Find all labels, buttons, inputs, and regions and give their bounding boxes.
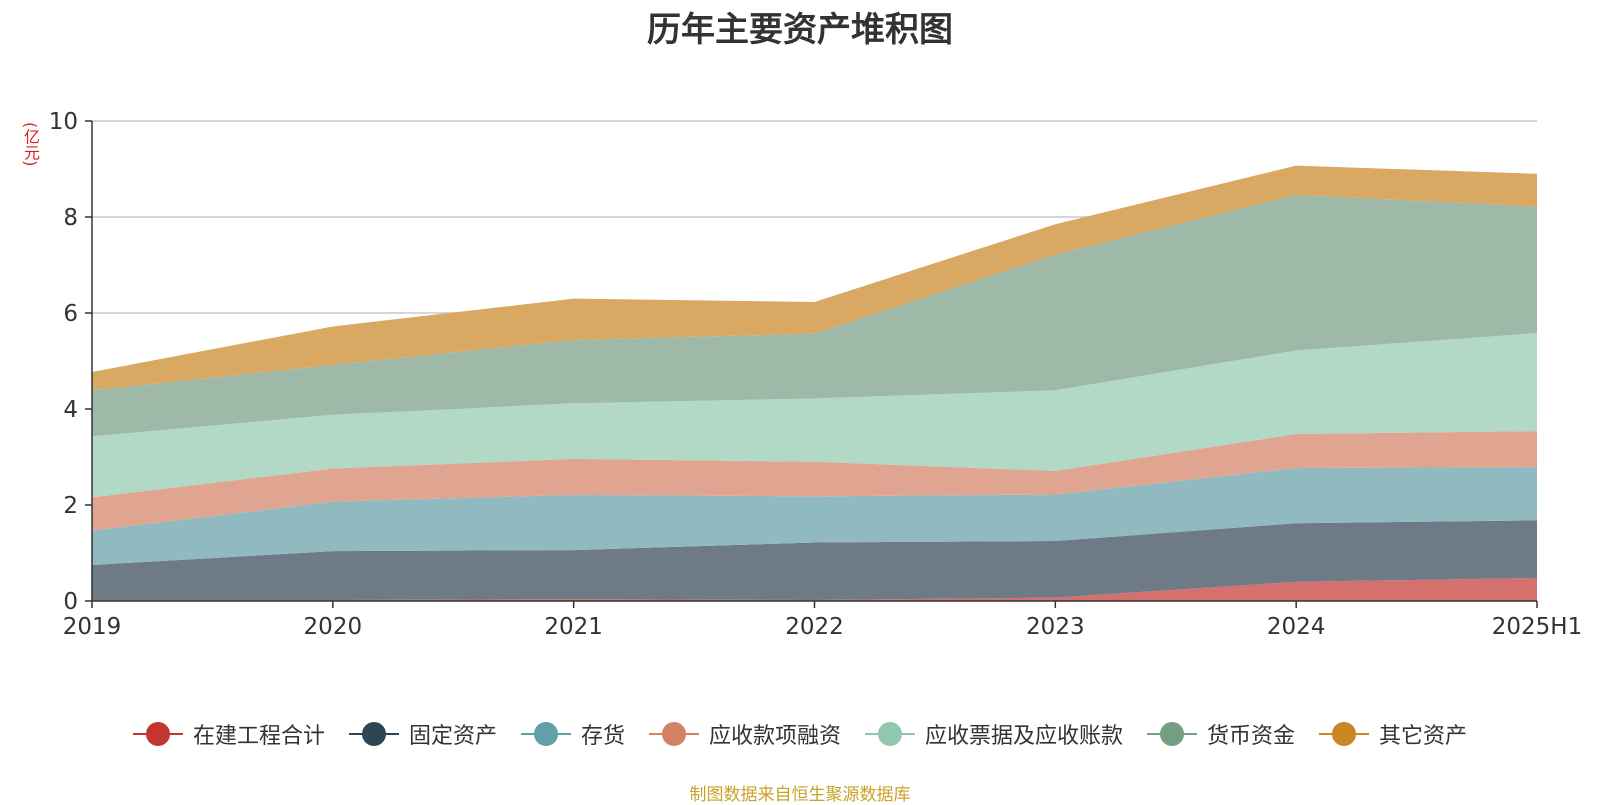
legend-marker-icon bbox=[520, 722, 571, 746]
x-tick-label: 2021 bbox=[544, 614, 603, 640]
legend-item-1[interactable]: 固定资产 bbox=[348, 718, 497, 750]
legend-marker-icon bbox=[1319, 722, 1370, 746]
x-tick-label: 2023 bbox=[1026, 614, 1085, 640]
area-series-3 bbox=[92, 431, 1537, 531]
source-note: 制图数据来自恒生聚源数据库 bbox=[689, 785, 911, 805]
area-series-1 bbox=[92, 520, 1537, 601]
x-tick-label: 2022 bbox=[785, 614, 844, 640]
legend-marker-icon bbox=[865, 722, 915, 746]
legend-label: 其它资产 bbox=[1379, 724, 1468, 749]
x-tick-label: 2025H1 bbox=[1492, 614, 1582, 640]
legend-item-5[interactable]: 货币资金 bbox=[1147, 718, 1295, 750]
x-tick-label: 2020 bbox=[304, 614, 363, 640]
legend-item-0[interactable]: 在建工程合计 bbox=[132, 718, 325, 750]
y-tick-label: 0 bbox=[63, 589, 78, 615]
legend-label: 存货 bbox=[580, 724, 625, 749]
legend-label: 在建工程合计 bbox=[192, 724, 325, 749]
y-tick-label: 2 bbox=[63, 493, 78, 519]
area-series-5 bbox=[92, 194, 1537, 437]
area-series-0 bbox=[92, 577, 1537, 601]
legend-item-4[interactable]: 应收票据及应收账款 bbox=[865, 718, 1123, 750]
legend-label: 应收票据及应收账款 bbox=[925, 724, 1124, 749]
area-series bbox=[92, 165, 1537, 601]
legend-marker-icon bbox=[1147, 722, 1198, 746]
area-series-4 bbox=[92, 333, 1537, 498]
x-tick-label: 2024 bbox=[1267, 614, 1326, 640]
tick-labels: 0 2 4 6 8 10 2019 2020 2021 2022 2023 2024 2025H1 bbox=[49, 109, 1583, 640]
legend-marker-icon bbox=[648, 722, 699, 746]
legend-label: 货币资金 bbox=[1207, 724, 1296, 749]
legend: 在建工程合计 固定资产 存货 应收款项融资 应收票据及应收账款 货币资金 其它资产 bbox=[0, 718, 1600, 750]
y-tick-label: 10 bbox=[49, 109, 78, 135]
area-series-6 bbox=[92, 165, 1537, 391]
legend-item-2[interactable]: 存货 bbox=[520, 718, 625, 750]
legend-marker-icon bbox=[348, 722, 399, 746]
legend-item-3[interactable]: 应收款项融资 bbox=[648, 718, 841, 750]
y-axis-unit-label: (亿元) bbox=[21, 122, 40, 167]
y-tick-label: 8 bbox=[63, 205, 78, 231]
legend-marker-icon bbox=[132, 722, 183, 746]
legend-label: 应收款项融资 bbox=[708, 724, 841, 749]
y-tick-label: 4 bbox=[63, 397, 78, 423]
axes bbox=[85, 120, 1538, 608]
x-tick-label: 2019 bbox=[63, 614, 122, 640]
chart-title: 历年主要资产堆积图 bbox=[647, 10, 953, 50]
legend-item-6[interactable]: 其它资产 bbox=[1319, 718, 1467, 750]
y-tick-label: 6 bbox=[63, 301, 78, 327]
area-series-2 bbox=[92, 467, 1537, 565]
legend-label: 固定资产 bbox=[408, 724, 497, 749]
